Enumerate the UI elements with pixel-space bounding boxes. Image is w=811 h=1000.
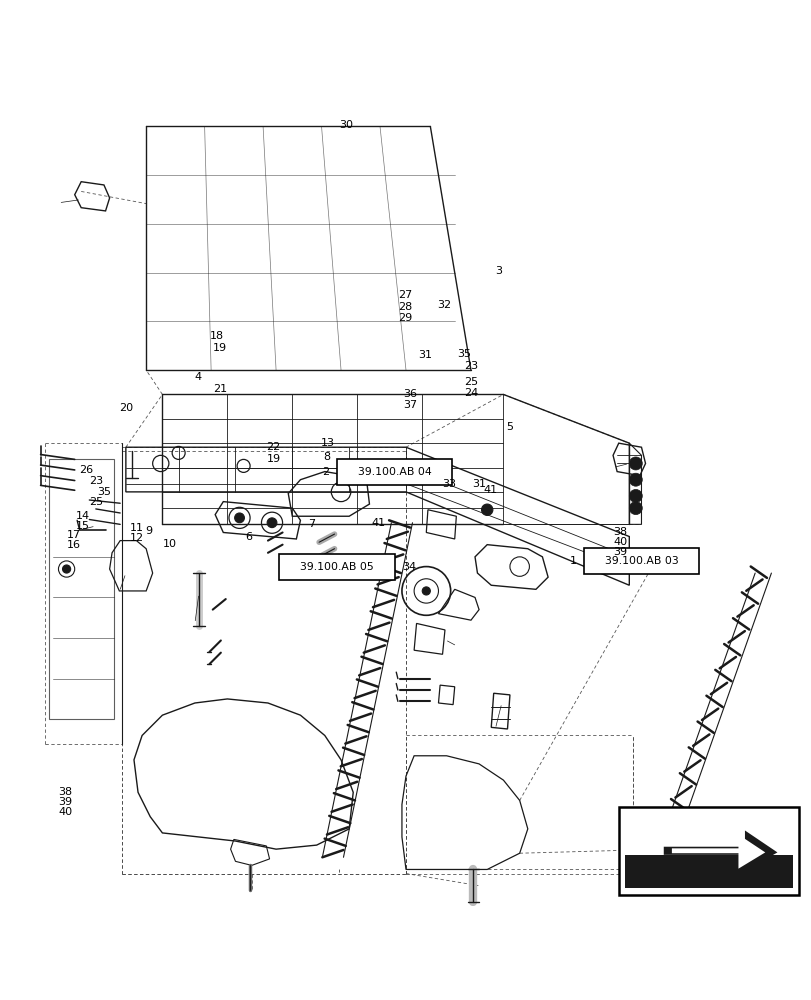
- Text: 9: 9: [145, 526, 152, 536]
- Text: 39.100.AB 05: 39.100.AB 05: [300, 562, 373, 572]
- Text: 33: 33: [441, 479, 455, 489]
- Text: 4: 4: [195, 372, 202, 382]
- Circle shape: [366, 470, 377, 481]
- Circle shape: [629, 473, 642, 486]
- Circle shape: [629, 502, 642, 515]
- Text: 39.100.AB 03: 39.100.AB 03: [604, 556, 677, 566]
- Text: 29: 29: [397, 313, 412, 323]
- Text: 2: 2: [322, 467, 329, 477]
- Text: 23: 23: [464, 361, 478, 371]
- Polygon shape: [663, 830, 776, 871]
- Text: 31: 31: [418, 350, 431, 360]
- Text: 38: 38: [612, 527, 626, 537]
- Text: 18: 18: [209, 331, 223, 341]
- Polygon shape: [671, 835, 764, 869]
- Circle shape: [234, 513, 244, 523]
- Circle shape: [629, 489, 642, 502]
- Text: 10: 10: [162, 539, 176, 549]
- Text: 23: 23: [89, 476, 103, 486]
- Text: 28: 28: [397, 302, 412, 312]
- Text: 6: 6: [245, 532, 252, 542]
- Text: 40: 40: [58, 807, 72, 817]
- Text: 32: 32: [436, 300, 450, 310]
- Text: 39: 39: [612, 547, 626, 557]
- Text: 36: 36: [403, 389, 417, 399]
- Text: 11: 11: [130, 523, 144, 533]
- Text: 25: 25: [464, 377, 478, 387]
- Text: 8: 8: [323, 452, 330, 462]
- Bar: [618, 807, 798, 895]
- Text: 31: 31: [472, 479, 486, 489]
- Text: 38: 38: [58, 787, 72, 797]
- FancyBboxPatch shape: [279, 554, 394, 580]
- Text: 26: 26: [79, 465, 93, 475]
- Text: 17: 17: [67, 530, 80, 540]
- Circle shape: [62, 565, 71, 573]
- Text: 35: 35: [457, 349, 470, 359]
- Text: 1: 1: [569, 556, 576, 566]
- Text: 35: 35: [97, 487, 111, 497]
- Text: 7: 7: [308, 519, 315, 529]
- Text: 40: 40: [612, 537, 626, 547]
- Text: 39: 39: [58, 797, 72, 807]
- Circle shape: [422, 587, 430, 595]
- Text: 5: 5: [505, 422, 513, 432]
- FancyBboxPatch shape: [583, 548, 698, 574]
- Text: 13: 13: [320, 438, 334, 448]
- Text: 12: 12: [130, 533, 144, 543]
- Text: 34: 34: [401, 562, 415, 572]
- Text: 16: 16: [67, 540, 80, 550]
- Text: 14: 14: [75, 511, 89, 521]
- Text: 20: 20: [119, 403, 133, 413]
- Text: 24: 24: [464, 388, 478, 398]
- Polygon shape: [624, 855, 792, 888]
- Circle shape: [267, 518, 277, 528]
- Text: 19: 19: [266, 454, 280, 464]
- Text: 21: 21: [212, 384, 226, 394]
- Text: 15: 15: [75, 521, 89, 531]
- Text: 37: 37: [403, 400, 417, 410]
- FancyBboxPatch shape: [337, 459, 452, 485]
- Circle shape: [629, 457, 642, 470]
- Text: 22: 22: [266, 442, 281, 452]
- Text: 25: 25: [89, 497, 103, 507]
- Text: 41: 41: [371, 518, 385, 528]
- Text: 19: 19: [212, 343, 226, 353]
- Text: 27: 27: [397, 290, 412, 300]
- Text: 30: 30: [339, 120, 353, 130]
- Text: 3: 3: [495, 266, 502, 276]
- Text: 41: 41: [483, 485, 496, 495]
- Circle shape: [481, 504, 492, 515]
- Text: 39.100.AB 04: 39.100.AB 04: [358, 467, 431, 477]
